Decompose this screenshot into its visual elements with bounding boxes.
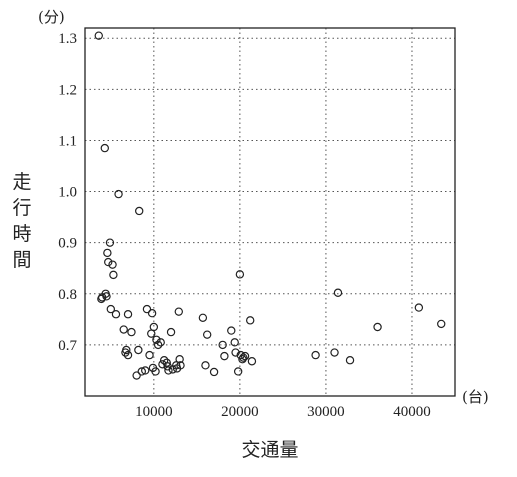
data-point: [137, 367, 146, 376]
data-point: [94, 31, 103, 40]
data-point: [148, 363, 158, 373]
data-point: [247, 357, 257, 366]
data-point: [104, 257, 113, 267]
x-tick-label: 30000: [307, 404, 345, 420]
y-tick-label: 1.3: [58, 31, 77, 47]
data-point: [163, 362, 172, 371]
data-point: [123, 350, 133, 360]
data-point: [152, 335, 161, 344]
data-point: [227, 326, 236, 335]
data-point: [311, 350, 320, 360]
x-unit-label: (台): [462, 388, 489, 406]
data-point: [333, 288, 343, 297]
data-point: [141, 366, 150, 375]
data-point: [202, 330, 212, 339]
x-tick-label: 40000: [393, 404, 431, 420]
data-point: [246, 316, 255, 325]
data-point: [145, 350, 154, 360]
y-tick-label: 1.0: [58, 185, 77, 201]
data-point: [218, 340, 227, 350]
data-point: [230, 338, 239, 347]
y-tick-label: 0.9: [58, 236, 77, 252]
data-point: [209, 367, 219, 377]
y-axis-title: 走行時間: [12, 171, 31, 271]
data-point: [156, 338, 165, 347]
data-point: [119, 325, 128, 334]
y-tick-label: 1.1: [58, 133, 77, 149]
data-point: [127, 327, 136, 337]
y-unit-label: (分): [38, 8, 65, 26]
data-point: [175, 355, 184, 364]
data-point: [100, 143, 109, 153]
data-point: [135, 206, 144, 216]
data-point: [164, 366, 173, 375]
data-point: [233, 367, 243, 376]
data-point: [414, 303, 424, 312]
data-point: [231, 348, 240, 357]
data-point: [238, 355, 247, 364]
data-point: [437, 319, 446, 329]
data-point: [142, 304, 152, 314]
data-point: [102, 292, 111, 301]
data-point: [103, 248, 112, 258]
x-tick-label: 20000: [221, 404, 259, 420]
data-point: [373, 322, 382, 332]
y-tick-label: 0.8: [58, 287, 77, 303]
y-tick-label: 1.2: [58, 82, 77, 98]
data-point: [345, 356, 355, 365]
data-point: [134, 345, 143, 355]
data-point: [108, 260, 117, 269]
plot-frame: [84, 27, 456, 397]
data-point: [147, 309, 157, 318]
data-point: [153, 340, 163, 350]
data-point: [106, 304, 116, 314]
data-point: [330, 348, 339, 357]
grid: [85, 28, 455, 396]
x-axis-title: 交通量: [241, 439, 298, 461]
data-point: [132, 371, 141, 380]
data-point: [220, 351, 229, 361]
x-tick-label: 10000: [135, 404, 173, 420]
data-point: [123, 310, 133, 319]
y-tick-labels: 0.7 0.8 0.9 1.0 1.1 1.2 1.3: [58, 31, 77, 354]
data-point: [121, 348, 130, 357]
data-point: [111, 310, 121, 319]
data-point: [158, 360, 167, 369]
data-point: [174, 307, 183, 316]
data-point: [162, 358, 171, 367]
data-point: [166, 327, 176, 337]
data-point: [109, 270, 118, 280]
y-tick-label: 0.7: [58, 338, 77, 354]
data-point: [97, 294, 106, 304]
data-point: [114, 189, 123, 199]
data-point: [147, 329, 156, 338]
data-point: [236, 350, 245, 360]
data-point: [235, 270, 245, 279]
x-tick-labels: 10000 20000 30000 40000: [135, 404, 431, 420]
data-point: [176, 361, 185, 370]
data-point: [105, 238, 115, 247]
data-point: [201, 361, 210, 370]
data-points: [94, 31, 446, 380]
data-point: [159, 356, 169, 365]
data-point: [198, 313, 208, 322]
